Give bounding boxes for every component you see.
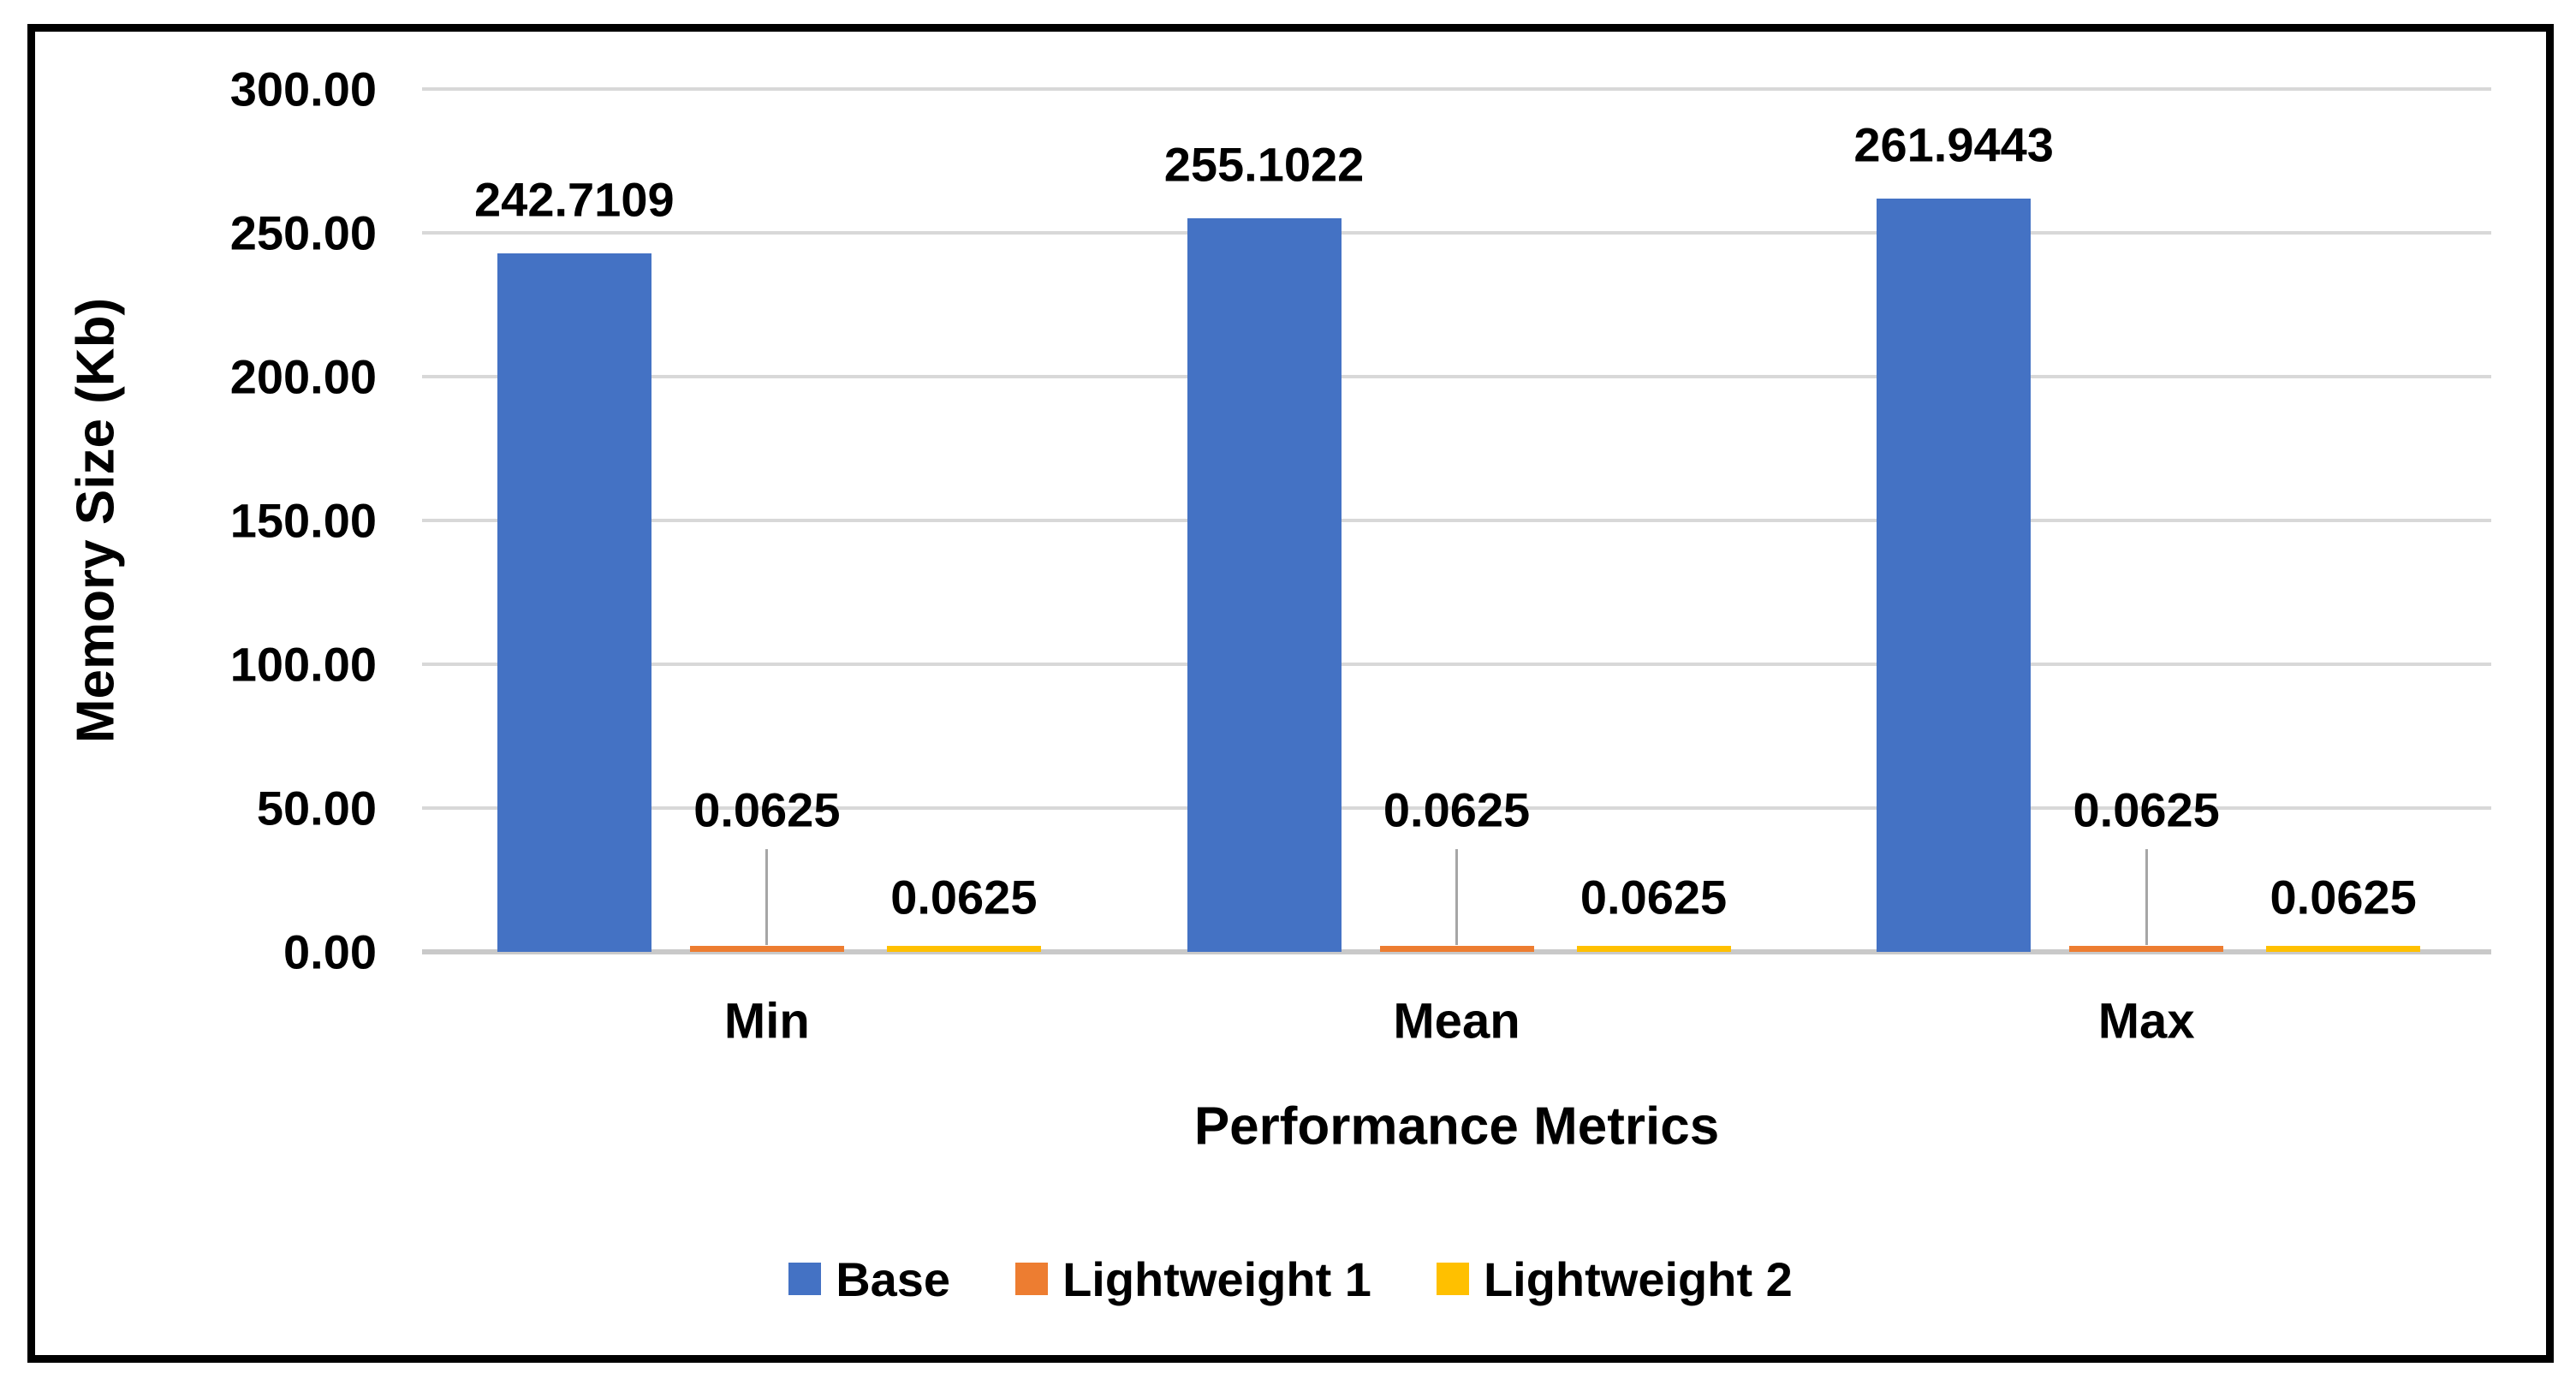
bar-value-label: 261.9443 <box>1853 117 2054 172</box>
x-axis-line <box>422 949 2491 954</box>
bar-base-min <box>497 253 651 952</box>
legend-item-base: Base <box>788 1251 950 1307</box>
gridline <box>422 806 2491 810</box>
legend-color-swatch-icon <box>1015 1263 1049 1295</box>
chart-frame: 242.7109 255.1022 261.9443 0.0625 0.0625 0.06… <box>27 24 2554 1363</box>
legend-label: Lightweight 1 <box>1062 1251 1371 1306</box>
bar-base-max <box>1877 198 2032 952</box>
bar-value-label: 0.0625 <box>890 870 1038 924</box>
gridline <box>422 519 2491 522</box>
legend-label: Base <box>836 1251 951 1306</box>
x-category-label-max: Max <box>2097 993 2195 1049</box>
bar-base-mean <box>1187 217 1342 952</box>
bar-value-label: 0.0625 <box>1580 870 1728 924</box>
bar-lightweight-1-max <box>2069 946 2224 952</box>
legend-label: Lightweight 2 <box>1483 1251 1793 1306</box>
gridline <box>422 231 2491 235</box>
legend-color-swatch-icon <box>1436 1263 1469 1295</box>
bar-value-label: 0.0625 <box>1383 782 1531 837</box>
x-axis-title: Performance Metrics <box>1193 1097 1720 1156</box>
x-category-label-min: Min <box>723 993 810 1049</box>
bar-value-label: 242.7109 <box>474 172 675 227</box>
legend-item-lightweight-2: Lightweight 2 <box>1436 1251 1793 1307</box>
legend-item-lightweight-1: Lightweight 1 <box>1015 1251 1371 1307</box>
gridline <box>422 663 2491 666</box>
gridline <box>422 87 2491 91</box>
bar-value-label: 255.1022 <box>1163 137 1365 192</box>
y-tick-label: 250.00 <box>229 205 377 260</box>
y-tick-label: 300.00 <box>229 62 377 116</box>
y-tick-label: 200.00 <box>229 349 377 404</box>
bar-value-label: 0.0625 <box>2073 782 2220 837</box>
bar-lightweight-2-mean <box>1576 946 1731 952</box>
bar-lightweight-1-mean <box>1379 946 1534 952</box>
x-category-label-mean: Mean <box>1393 993 1520 1049</box>
y-tick-label: 100.00 <box>229 637 377 692</box>
label-leader-line <box>1455 849 1458 945</box>
bar-lightweight-2-max <box>2266 946 2421 952</box>
bar-lightweight-2-min <box>886 946 1041 952</box>
y-axis-title: Memory Size (Kb) <box>66 297 126 744</box>
label-leader-line <box>765 849 769 945</box>
bar-value-label: 0.0625 <box>2270 870 2417 924</box>
bar-lightweight-1-min <box>689 946 844 952</box>
y-tick-label: 50.00 <box>256 781 377 835</box>
legend: Base Lightweight 1 Lightweight 2 <box>35 1246 2546 1311</box>
bar-value-label: 0.0625 <box>693 782 841 837</box>
y-tick-label: 0.00 <box>283 924 377 979</box>
legend-color-swatch-icon <box>788 1263 822 1295</box>
gridline <box>422 375 2491 378</box>
label-leader-line <box>2145 849 2148 945</box>
y-tick-label: 150.00 <box>229 493 377 548</box>
